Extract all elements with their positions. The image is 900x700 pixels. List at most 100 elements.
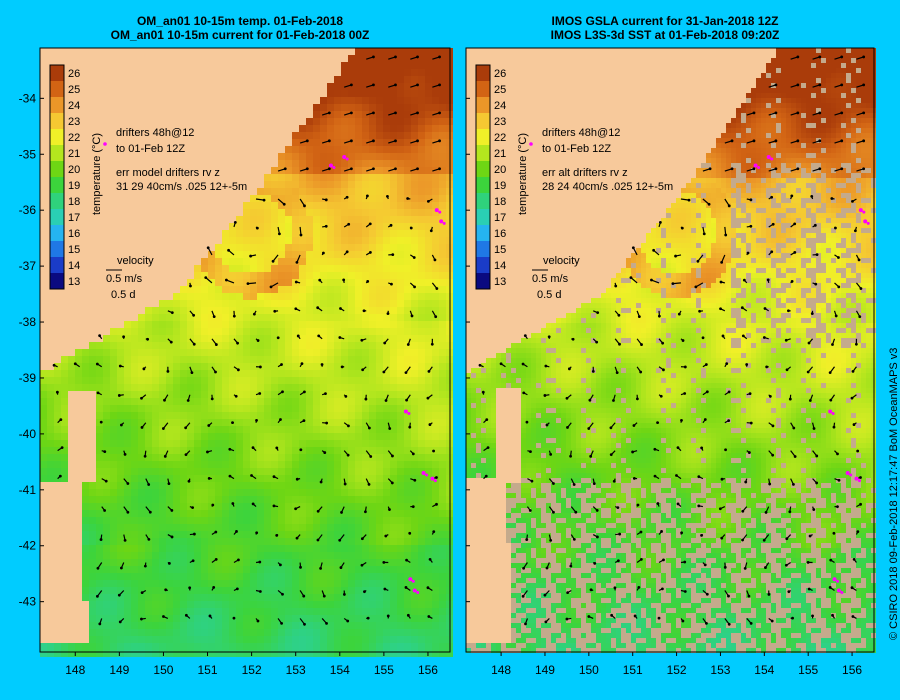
left-colorbar-tick: 21	[68, 148, 80, 160]
left-title-line1: OM_an01 10-15m temp. 01-Feb-2018	[136, 14, 344, 28]
left-colorbar-swatch	[50, 257, 64, 273]
ytick-label: -43	[19, 595, 37, 609]
left-title-line2: OM_an01 10-15m current for 01-Feb-2018 0…	[110, 28, 370, 42]
left-colorbar-tick: 18	[68, 196, 80, 208]
right-xtick-label: 149	[535, 663, 555, 677]
left-colorbar-tick: 26	[68, 68, 80, 80]
left-colorbar-tick: 16	[68, 228, 80, 240]
right-legend-err-line1: err alt drifters rv z	[542, 167, 628, 179]
right-velocity-time: 0.5 d	[537, 289, 561, 301]
right-colorbar-tick: 20	[494, 164, 506, 176]
right-legend-err-line2: 28 24 40cm/s .025 12+-5m	[542, 181, 673, 193]
right-xtick-label: 151	[623, 663, 643, 677]
right-xtick-label: 156	[842, 663, 862, 677]
left-xtick-label: 156	[418, 663, 438, 677]
ytick-label: -42	[19, 539, 37, 553]
left-velocity-label: velocity	[117, 255, 154, 267]
right-colorbar-tick: 22	[494, 132, 506, 144]
right-colorbar-swatch	[476, 113, 490, 129]
right-colorbar-label: temperature (°C)	[517, 133, 529, 215]
left-colorbar-swatch	[50, 145, 64, 161]
right-map-panel: 148 149 150 151 152 153 154 155 1562625242322212…	[465, 47, 876, 677]
right-colorbar-swatch	[476, 257, 490, 273]
right-colorbar-tick: 25	[494, 84, 506, 96]
right-colorbar-swatch	[476, 241, 490, 257]
left-colorbar-swatch	[50, 241, 64, 257]
right-colorbar-swatch	[476, 129, 490, 145]
left-colorbar-swatch	[50, 177, 64, 193]
left-velocity-time: 0.5 d	[111, 289, 135, 301]
ytick-label: -36	[19, 203, 37, 217]
right-legend: drifters 48h@12 to 01-Feb 12Z err alt drif…	[529, 127, 673, 301]
right-title-line2: IMOS L3S-3d SST at 01-Feb-2018 09:20Z	[550, 28, 780, 42]
right-colorbar-swatch	[476, 225, 490, 241]
left-colorbar-swatch	[50, 113, 64, 129]
ytick-label: -41	[19, 483, 37, 497]
left-current-vectors	[52, 55, 441, 626]
right-title-line1: IMOS GSLA current for 31-Jan-2018 12Z	[551, 14, 779, 28]
left-colorbar-swatch	[50, 273, 64, 289]
right-colorbar-tick: 18	[494, 196, 506, 208]
left-colorbar-tick: 23	[68, 116, 80, 128]
right-colorbar-swatch	[476, 273, 490, 289]
right-xtick-label: 150	[579, 663, 599, 677]
left-colorbar-swatch	[50, 129, 64, 145]
right-colorbar-swatch	[476, 177, 490, 193]
left-colorbar-tick: 13	[68, 276, 80, 288]
right-colorbar-swatch	[476, 161, 490, 177]
right-velocity-scale: 0.5 m/s	[532, 273, 569, 285]
left-xtick-label: 151	[198, 663, 218, 677]
right-drifter-legend-marker	[529, 142, 533, 146]
left-legend-drifters-line1: drifters 48h@12	[116, 127, 194, 139]
left-colorbar-swatch	[50, 209, 64, 225]
right-xtick-label: 152	[667, 663, 687, 677]
right-colorbar-tick: 16	[494, 228, 506, 240]
left-legend-err-line1: err model drifters rv z	[116, 167, 220, 179]
right-colorbar-tick: 14	[494, 260, 506, 272]
credit-text: © CSIRO 2018 09-Feb-2018 12:17:47 BoM Oc…	[888, 347, 900, 640]
right-colorbar-tick: 23	[494, 116, 506, 128]
left-colorbar-tick: 14	[68, 260, 80, 272]
right-drifter-tracks	[753, 155, 870, 594]
left-xtick-label: 154	[330, 663, 350, 677]
left-xtick-label: 152	[242, 663, 262, 677]
right-velocity-label: velocity	[543, 255, 580, 267]
left-colorbar-swatch	[50, 81, 64, 97]
right-xtick-label: 155	[798, 663, 818, 677]
left-velocity-scale: 0.5 m/s	[106, 273, 143, 285]
right-colorbar-tick: 17	[494, 212, 506, 224]
right-legend-drifters-line1: drifters 48h@12	[542, 127, 620, 139]
right-colorbar-tick: 13	[494, 276, 506, 288]
left-xtick-label: 149	[109, 663, 129, 677]
left-legend-err-line2: 31 29 40cm/s .025 12+-5m	[116, 181, 247, 193]
right-colorbar-frame	[475, 64, 491, 290]
left-colorbar-tick: 20	[68, 164, 80, 176]
right-colorbar: 26 25 24 23 22 21 20 19 18 17 16 15 14 13 temperature …	[475, 64, 529, 290]
ytick-label: -39	[19, 371, 37, 385]
left-colorbar-swatch	[50, 65, 64, 81]
left-colorbar-tick: 19	[68, 180, 80, 192]
right-colorbar-swatch	[476, 65, 490, 81]
ytick-label: -38	[19, 315, 37, 329]
left-colorbar-frame	[49, 64, 65, 290]
right-colorbar-swatch	[476, 145, 490, 161]
ytick-label: -35	[19, 147, 37, 161]
left-colorbar: 26 25 24 23 22 21 20 19 18 17 16 15 14 13 temperature …	[49, 64, 103, 290]
left-xtick-label: 148	[65, 663, 85, 677]
right-colorbar-tick: 15	[494, 244, 506, 256]
right-colorbar-swatch	[476, 193, 490, 209]
left-legend: drifters 48h@12 to 01-Feb 12Z err model dr…	[103, 127, 247, 301]
right-colorbar-tick: 19	[494, 180, 506, 192]
ytick-label: -40	[19, 427, 37, 441]
left-xtick-label: 155	[374, 663, 394, 677]
right-axes-frame	[465, 47, 875, 653]
left-colorbar-swatch	[50, 97, 64, 113]
left-xtick-label: 153	[286, 663, 306, 677]
left-colorbar-tick: 25	[68, 84, 80, 96]
left-drifter-tracks	[328, 155, 446, 594]
right-panel-title: IMOS GSLA current for 31-Jan-2018 12Z IM…	[455, 14, 875, 42]
right-colorbar-swatch	[476, 81, 490, 97]
left-colorbar-tick: 15	[68, 244, 80, 256]
left-colorbar-label: temperature (°C)	[91, 133, 103, 215]
